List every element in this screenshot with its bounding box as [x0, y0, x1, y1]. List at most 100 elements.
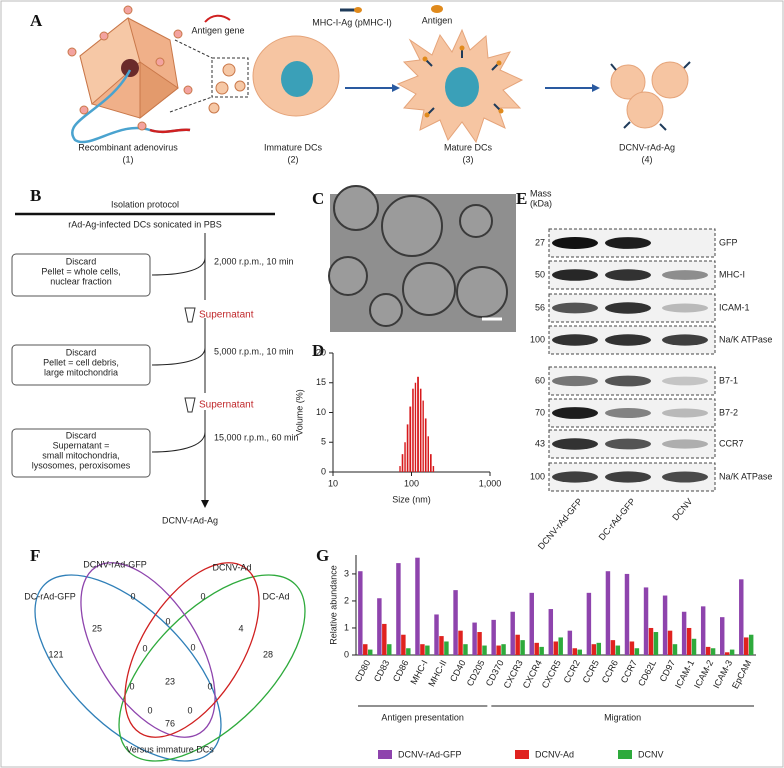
shape: [459, 45, 465, 51]
shape: [427, 107, 435, 115]
group-label: Antigen presentation: [381, 712, 464, 722]
band: [552, 438, 598, 450]
legend-antigen-gene: [204, 14, 231, 23]
y-tick-label: 5: [321, 437, 326, 447]
lane-label: DCNV: [670, 496, 694, 522]
bar: [491, 619, 496, 655]
legend-label: DCNV-Ad: [535, 749, 574, 759]
protein: B7-1: [719, 375, 738, 385]
shape: [151, 257, 206, 453]
y-tick-label: 2: [344, 595, 349, 605]
x-tick-label: 100: [404, 478, 419, 488]
bar: [368, 649, 373, 655]
discard-text: Pellet = whole cells,: [41, 266, 120, 276]
bar: [667, 630, 673, 655]
mass: 56: [535, 302, 545, 312]
panel-label: C: [312, 189, 324, 208]
bar: [424, 418, 427, 472]
panel-label: A: [30, 11, 43, 30]
shape: [11, 253, 151, 297]
bar: [396, 563, 401, 655]
pmhc: [610, 61, 691, 131]
band: [552, 302, 598, 314]
band: [662, 303, 708, 313]
bar: [572, 648, 578, 655]
bar: [387, 644, 392, 655]
bar: [739, 579, 744, 655]
bar: [700, 606, 706, 655]
spin: 2,000 r.p.m., 10 min: [214, 256, 294, 266]
shape: [456, 266, 508, 318]
shape: [79, 17, 141, 105]
product: DCNV-rAd-Ag: [162, 515, 218, 525]
shape: [445, 67, 479, 107]
bar: [710, 648, 716, 655]
bar: [415, 557, 420, 655]
step-number: (4): [642, 154, 653, 164]
bar: [377, 598, 382, 655]
bar: [420, 644, 425, 655]
discard-text: Discard: [66, 347, 97, 357]
shape: [208, 102, 220, 114]
bar: [553, 641, 558, 655]
bar: [419, 388, 422, 472]
venn: [34, 562, 306, 762]
spin: 5,000 r.p.m., 10 min: [214, 346, 294, 356]
bar: [425, 645, 430, 655]
band: [552, 269, 598, 281]
protein: Na/K ATPase: [719, 334, 772, 344]
venn-count: 0: [200, 591, 205, 601]
shape: [422, 56, 428, 62]
bar: [729, 649, 735, 655]
legend-label: DCNV-rAd-GFP: [398, 749, 462, 759]
protein: B7-2: [719, 407, 738, 417]
x-tick-label: CD83: [372, 658, 392, 683]
shape: [139, 61, 179, 120]
band: [605, 302, 651, 314]
bar: [520, 640, 525, 655]
x-tick-label: CD40: [448, 658, 468, 683]
venn-caption: Versus immature DCs: [126, 744, 214, 754]
discard-boxes: [11, 253, 151, 478]
bar: [615, 645, 621, 655]
step-name: DCNV-rAd-Ag: [619, 142, 675, 152]
bar: [453, 590, 458, 655]
bar: [406, 648, 411, 655]
shape: [498, 108, 504, 114]
shape: [683, 61, 691, 69]
shape: [173, 29, 183, 39]
shape: [459, 204, 493, 238]
spin: 15,000 r.p.m., 60 min: [214, 432, 299, 442]
flow-lines: [151, 233, 206, 500]
bar: [382, 623, 387, 655]
bar: [409, 406, 412, 472]
mass: 100: [530, 471, 545, 481]
mass: 27: [535, 237, 545, 247]
y-tick-label: 20: [316, 347, 326, 357]
bar: [458, 630, 463, 655]
shape: [124, 562, 260, 738]
step-number: (3): [463, 154, 474, 164]
bar: [558, 637, 563, 655]
step-name: Recombinant adenovirus: [78, 142, 178, 152]
band: [662, 376, 708, 386]
mass-header: (kDa): [530, 198, 552, 208]
y-tick-label: 15: [316, 377, 326, 387]
bar: [605, 571, 611, 655]
bar: [515, 634, 520, 655]
arrow-head: [201, 500, 209, 508]
bar: [539, 646, 544, 655]
bar: [439, 636, 444, 655]
shape: [328, 256, 368, 296]
bar: [427, 436, 429, 472]
bar: [672, 644, 678, 655]
group: [67, 5, 193, 131]
band: [552, 407, 598, 419]
panel-label: D: [312, 341, 324, 360]
legend-label: Antigen gene: [191, 25, 244, 35]
bar: [472, 622, 477, 655]
bar: [429, 454, 432, 472]
bar: [643, 587, 649, 655]
